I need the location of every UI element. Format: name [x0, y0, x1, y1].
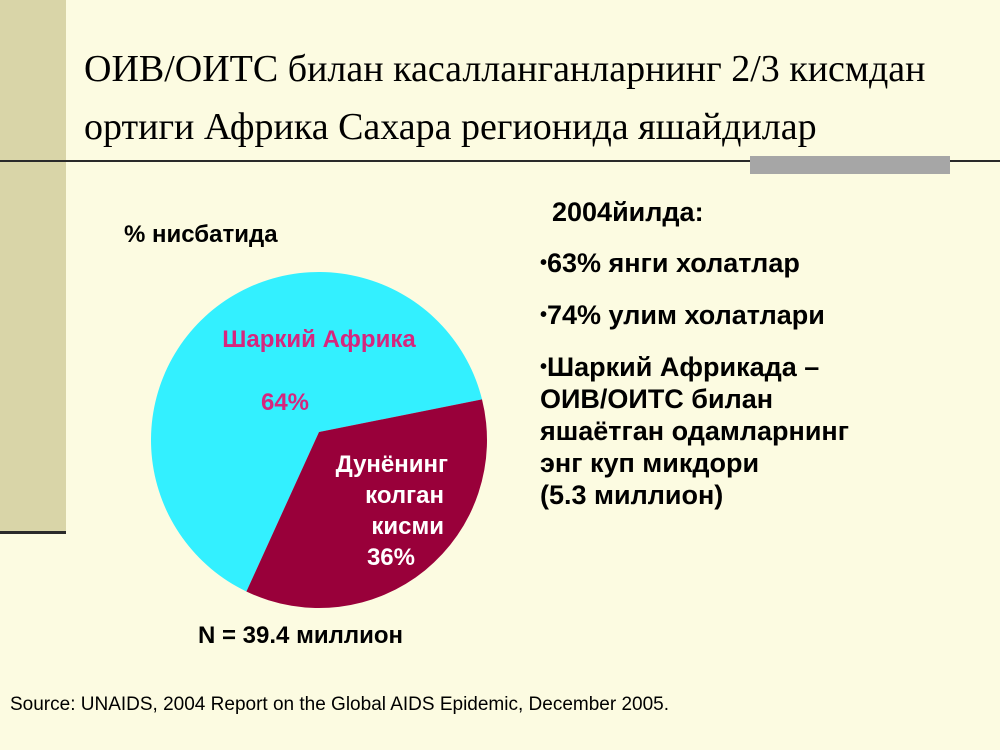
slide-title: ОИВ/ОИТС билан касалланганларнинг 2/3 ки…	[84, 40, 984, 156]
slice-label-rest-of-world: Дунёнинг	[336, 451, 448, 478]
fact-text: 63% янги холатлар	[547, 248, 800, 278]
fact-text: Шаркий Африкада –	[547, 352, 820, 382]
fact-line: •Шаркий Африкада –	[540, 351, 980, 383]
facts-panel: 2004йилда: •63% янги холатлар •74% улим …	[540, 196, 980, 511]
slice-label-rest-of-world: колган	[365, 482, 444, 509]
chart-total-note: N = 39.4 миллион	[198, 622, 403, 649]
fact-item-3: •Шаркий Африкада – ОИВ/ОИТС билан яшаётг…	[540, 351, 980, 511]
fact-line: энг куп микдори	[540, 448, 760, 478]
left-bar-divider	[0, 531, 66, 534]
slide-title-line-1: ОИВ/ОИТС билан касалланганларнинг 2/3 ки…	[84, 48, 926, 90]
fact-item-1: •63% янги холатлар	[540, 247, 980, 279]
title-divider	[0, 160, 1000, 162]
facts-year-heading: 2004йилда:	[552, 197, 704, 227]
fact-text: 74% улим холатлари	[547, 300, 825, 330]
pie-slice-rest-of-world	[246, 399, 488, 609]
pie-slice-east-africa	[151, 272, 483, 592]
bullet-icon: •	[540, 252, 548, 274]
fact-line: яшаётган одамларнинг	[540, 416, 849, 446]
slice-value-east-africa: 64%	[261, 389, 309, 416]
slide-title-line-2: ортиги Африка Сахара регионида яшайдилар	[84, 106, 817, 148]
slice-label-east-africa: Шаркий Африка	[222, 326, 416, 353]
slice-label-rest-of-world: кисми	[371, 513, 444, 540]
slice-value-rest-of-world: 36%	[367, 544, 415, 571]
title-divider-accent	[750, 156, 950, 174]
bullet-icon: •	[540, 356, 548, 378]
bullet-icon: •	[540, 304, 548, 326]
fact-line: (5.3 миллион)	[540, 480, 724, 510]
fact-item-2: •74% улим холатлари	[540, 299, 980, 331]
fact-line: ОИВ/ОИТС билан	[540, 384, 774, 414]
chart-subtitle: % нисбатида	[124, 221, 278, 248]
source-citation: Source: UNAIDS, 2004 Report on the Globa…	[10, 694, 670, 715]
left-accent-bar	[0, 0, 66, 534]
